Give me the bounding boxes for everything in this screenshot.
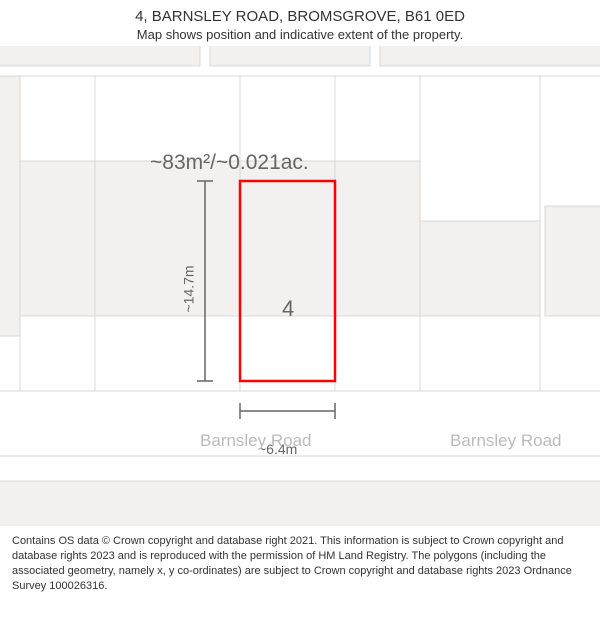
map-svg [0, 46, 600, 526]
page-title: 4, BARNSLEY ROAD, BROMSGROVE, B61 0ED [10, 8, 590, 25]
header: 4, BARNSLEY ROAD, BROMSGROVE, B61 0ED Ma… [0, 0, 600, 46]
map-area: ~83m²/~0.021ac. ~14.7m ~6.4m 4 Barnsley … [0, 46, 600, 526]
property-number: 4 [282, 296, 294, 322]
road-label-2: Barnsley Road [450, 431, 562, 451]
footer-copyright: Contains OS data © Crown copyright and d… [0, 526, 600, 601]
area-label: ~83m²/~0.021ac. [150, 151, 309, 175]
road-label-1: Barnsley Road [200, 431, 312, 451]
page-subtitle: Map shows position and indicative extent… [10, 27, 590, 42]
height-dimension-label: ~14.7m [181, 265, 197, 312]
